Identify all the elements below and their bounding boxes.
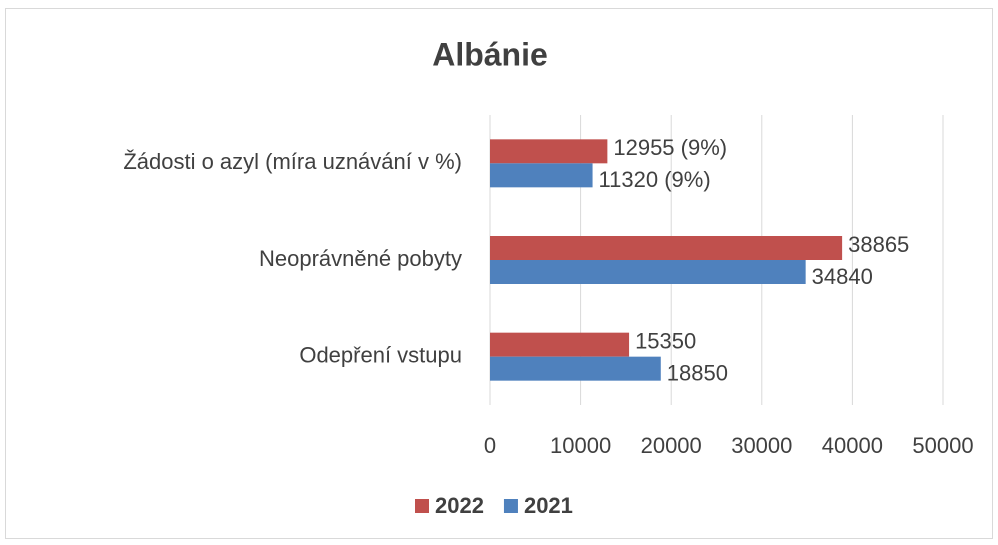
bar [490,332,630,357]
data-label: 15350 [635,328,696,353]
legend-swatch [415,499,429,513]
x-tick-label: 20000 [641,433,702,458]
legend-label: 2021 [524,493,573,518]
data-label: 34840 [812,264,873,289]
y-tick-label: Neoprávněné pobyty [259,246,462,271]
data-label: 12955 (9%) [613,135,727,160]
bar [490,236,843,260]
bar [490,163,593,188]
data-label: 18850 [667,360,728,385]
bar [490,139,608,164]
bar [490,356,661,381]
data-label: 11320 (9%) [599,167,711,192]
legend-swatch [503,499,518,513]
bar [490,260,806,284]
x-tick-label: 0 [484,433,496,458]
data-label: 38865 [848,232,909,257]
x-tick-label: 30000 [731,433,792,458]
legend-label: 2022 [435,493,484,518]
y-tick-label: Žádosti o azyl (míra uznávání v %) [123,149,462,174]
x-tick-label: 40000 [822,433,883,458]
y-tick-label: Odepření vstupu [299,342,462,367]
x-tick-label: 50000 [912,433,973,458]
x-tick-label: 10000 [550,433,611,458]
chart-title: Albánie [432,36,548,72]
